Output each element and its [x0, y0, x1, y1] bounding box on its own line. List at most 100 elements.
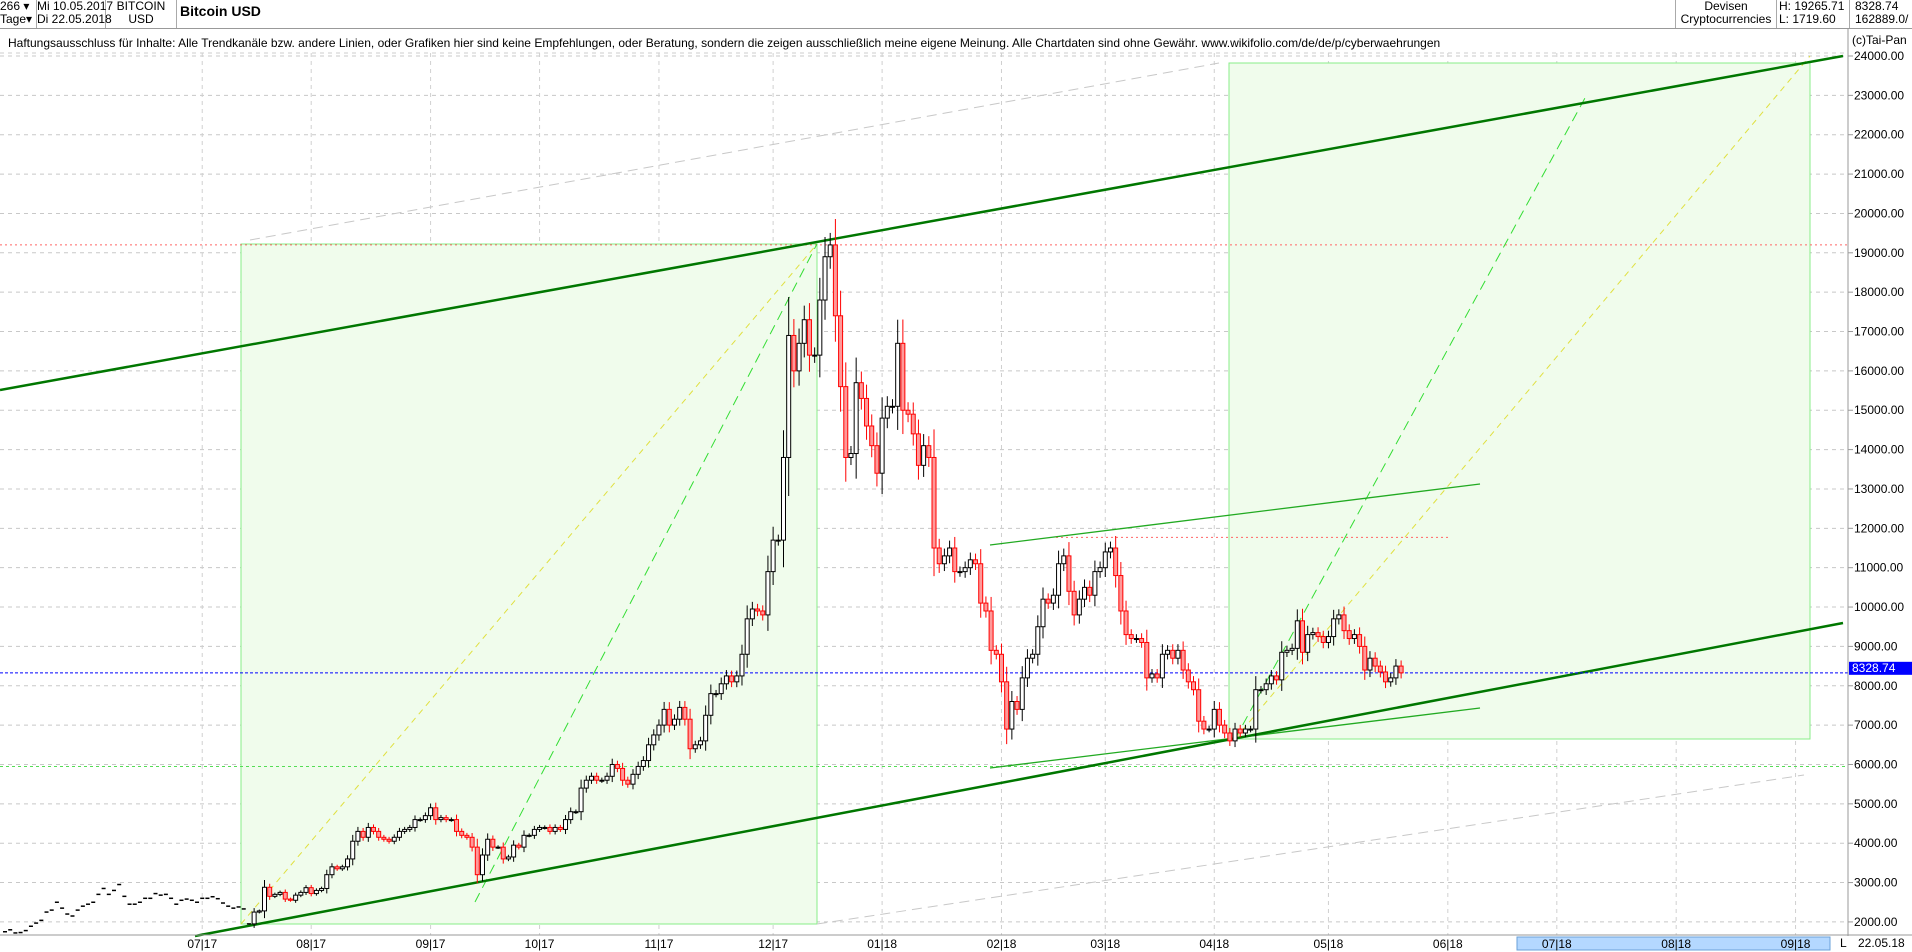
date-range: Mi 10.05.2017 Di 22.05.2018: [37, 0, 113, 28]
scrollbar-thumb[interactable]: [1516, 936, 1831, 951]
trend-channel-upper: [0, 54, 1844, 392]
candle-down: [443, 817, 449, 821]
last-value: 8328.74: [1855, 0, 1899, 13]
candle-up: [1149, 673, 1155, 679]
candle-down: [1113, 547, 1119, 577]
candle-down: [594, 775, 600, 781]
trend-line-dashed: [249, 62, 1220, 241]
candle-up: [298, 891, 304, 896]
candle-up: [552, 826, 558, 832]
period-unit[interactable]: Tage: [0, 12, 27, 26]
x-tick-label: 08|17: [296, 937, 326, 951]
candle-up: [588, 775, 594, 781]
y-tick-label: 12000.00: [1854, 521, 1904, 535]
candle-up: [1258, 689, 1264, 692]
candle-up: [365, 826, 371, 838]
candle-down: [360, 830, 366, 838]
dropdown-arrow-icon[interactable]: ▾: [23, 0, 30, 13]
candle-up: [1279, 651, 1285, 681]
candle-down: [983, 602, 989, 612]
category: Devisen: [1704, 0, 1748, 13]
candle-down: [760, 610, 766, 616]
candle-down: [464, 834, 470, 838]
candle-up: [1159, 653, 1165, 679]
y-tick-label: 14000.00: [1854, 443, 1904, 457]
x-tick-label: 04|18: [1199, 937, 1229, 951]
candle-down: [267, 886, 273, 897]
candle-up: [703, 714, 709, 742]
candle-up: [1102, 551, 1108, 569]
candle-up: [630, 773, 636, 785]
candle-down: [1398, 665, 1404, 674]
period-selector[interactable]: 266 ▾ Tage▾: [0, 0, 37, 28]
candle-up: [1242, 728, 1248, 734]
candle-down: [376, 830, 382, 838]
candle-up: [1325, 636, 1331, 643]
candle-down: [1170, 649, 1176, 659]
candle-up: [947, 547, 953, 557]
candle-down: [490, 838, 496, 848]
candle-up: [661, 708, 667, 726]
candle-up: [417, 819, 423, 822]
candle-up: [640, 760, 646, 767]
candle-up: [1232, 728, 1238, 742]
candle-up: [1024, 657, 1030, 679]
candle-up: [1009, 701, 1015, 730]
candle-up: [531, 828, 537, 836]
candle-up: [396, 830, 402, 838]
candle-up: [563, 819, 569, 830]
y-tick-label: 3000.00: [1854, 876, 1898, 890]
candle-up: [796, 342, 802, 372]
candle-down: [287, 898, 293, 901]
candle-up: [573, 811, 579, 814]
y-tick-label: 16000.00: [1854, 364, 1904, 378]
candle-up: [1092, 571, 1098, 596]
candle-up: [505, 856, 511, 860]
candle-up: [1331, 618, 1337, 638]
candle-up: [1268, 675, 1274, 685]
candle-up: [677, 706, 683, 720]
candle-up: [1211, 708, 1217, 730]
candle-down: [1118, 575, 1124, 612]
candle-up: [1248, 728, 1254, 731]
scale-mode-button[interactable]: L: [1840, 936, 1847, 950]
candle-up: [1351, 634, 1357, 640]
y-tick-label: 22000.00: [1854, 128, 1904, 142]
candle-up: [256, 910, 262, 913]
candle-down: [381, 836, 387, 840]
candle-up: [775, 539, 781, 542]
candle-down: [334, 866, 340, 870]
end-date: Di 22.05.2018: [37, 12, 112, 26]
candle-up: [391, 836, 397, 842]
candle-down: [1071, 590, 1077, 616]
chart-title: Bitcoin USD: [180, 3, 261, 19]
x-tick-label: 08|18: [1661, 937, 1691, 951]
candle-up: [1305, 634, 1311, 653]
volume-value: 162889.0/: [1855, 12, 1909, 26]
time-axis: 07|17 08|17 09|17 10|17 11|17 12|17 01|18 02|18…: [0, 934, 1912, 951]
candle-down: [666, 708, 672, 726]
candle-up: [817, 299, 823, 356]
candle-down: [454, 819, 460, 832]
x-tick-label: 09|18: [1781, 937, 1811, 951]
candle-down: [1144, 641, 1150, 679]
candle-up: [1294, 620, 1300, 649]
candle-up: [713, 693, 719, 696]
drawing-overlays: [0, 54, 1848, 938]
candle-up: [1253, 689, 1259, 730]
candle-down: [459, 830, 465, 836]
bar-count[interactable]: 266: [0, 0, 21, 13]
candle-down: [936, 547, 942, 565]
y-tick-label: 15000.00: [1854, 403, 1904, 417]
candle-down: [1346, 630, 1352, 640]
candle-down: [1227, 732, 1233, 742]
y-tick-label: 17000.00: [1854, 325, 1904, 339]
candle-up: [568, 811, 574, 821]
candle-up: [495, 846, 501, 849]
candle-up: [812, 354, 818, 357]
dropdown-arrow-icon[interactable]: ▾: [26, 12, 33, 26]
candle-down: [1357, 634, 1363, 647]
candle-up: [1076, 598, 1082, 616]
candle-up: [765, 571, 771, 616]
